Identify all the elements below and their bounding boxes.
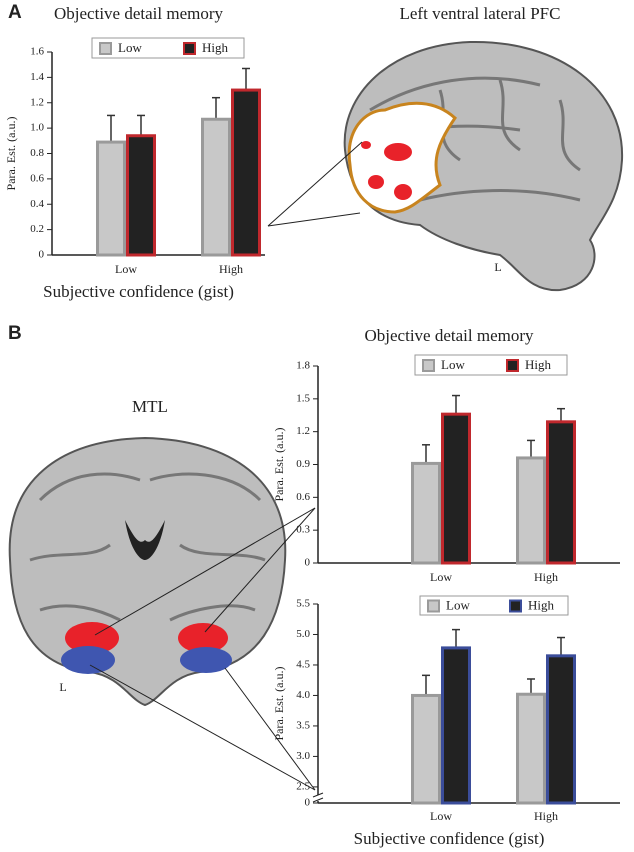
y-tick-label: 0.6 (30, 172, 44, 184)
panel-label: A (8, 2, 22, 23)
legend-label: Low (118, 40, 142, 55)
legend-box (414, 354, 568, 376)
legend-label: High (202, 40, 229, 55)
y-tick-label: 1.2 (296, 425, 310, 437)
hemisphere-label: L (59, 680, 66, 694)
legend-box (419, 595, 569, 616)
y-tick-label: 0.3 (296, 524, 310, 536)
bar (231, 88, 261, 257)
y-tick-label: 0 (39, 249, 45, 261)
x-tick-label: Low (430, 809, 452, 823)
legend-swatch (99, 42, 112, 55)
chart-title: Objective detail memory (365, 326, 534, 345)
y-tick-label: 1.2 (30, 96, 44, 108)
y-tick-label: 3.0 (296, 750, 310, 762)
x-tick-label: Low (430, 570, 452, 584)
bar (126, 134, 156, 257)
x-axis-label: Subjective confidence (gist) (354, 829, 545, 848)
bar (411, 461, 441, 565)
legend-label: High (528, 597, 555, 612)
y-tick-label: 0 (305, 797, 311, 809)
x-axis-label: Subjective confidence (gist) (43, 282, 234, 301)
y-tick-label: 5.5 (296, 598, 310, 610)
x-tick-label: Low (115, 262, 137, 276)
image-title: MTL (132, 397, 168, 416)
legend-swatch (427, 599, 440, 613)
legend-swatch (422, 359, 435, 372)
bar (441, 646, 471, 805)
legend-swatch (183, 42, 196, 55)
bar (201, 117, 231, 257)
bar (441, 412, 471, 565)
y-tick-label: 0.8 (30, 147, 44, 159)
chart-title: Objective detail memory (54, 4, 223, 23)
x-tick-label: High (534, 570, 558, 584)
y-tick-label: 1.5 (296, 392, 310, 404)
y-tick-label: 2.5 (296, 780, 310, 792)
y-tick-label: 0.2 (30, 223, 44, 235)
bar (546, 654, 576, 805)
legend-label: Low (446, 597, 470, 612)
bar (411, 693, 441, 805)
legend-box (91, 37, 245, 59)
y-tick-label: 1.8 (296, 360, 310, 372)
y-tick-label: 4.0 (296, 689, 310, 701)
bar (516, 692, 546, 805)
legend-label: High (525, 357, 552, 372)
hemisphere-label: L (494, 260, 501, 274)
y-tick-label: 1.6 (30, 46, 44, 58)
y-tick-label: 1.4 (30, 71, 44, 83)
y-tick-label: 1.0 (30, 122, 44, 134)
y-tick-label: 0.4 (30, 198, 44, 210)
bar (96, 140, 126, 257)
x-tick-label: High (534, 809, 558, 823)
axis-break-gap (314, 795, 322, 801)
legend-swatch (506, 359, 519, 372)
axis-break (312, 792, 324, 798)
y-tick-label: 5.0 (296, 628, 310, 640)
y-tick-label: 0.9 (296, 458, 310, 470)
bar (546, 420, 576, 565)
legend-label: Low (441, 357, 465, 372)
y-tick-label: 0.6 (296, 491, 310, 503)
legend-swatch (509, 599, 522, 613)
image-title: Left ventral lateral PFC (400, 4, 561, 23)
panel-label: B (8, 323, 22, 344)
y-axis-label: Para. Est. (a.u.) (4, 117, 18, 191)
bar (516, 456, 546, 565)
y-tick-label: 0 (305, 557, 311, 569)
y-axis-label: Para. Est. (a.u.) (272, 428, 286, 502)
y-tick-label: 3.5 (296, 719, 310, 731)
axis-break (312, 797, 324, 803)
brain-coronal (8, 436, 316, 791)
brain-sagittal (267, 40, 624, 292)
y-axis-label: Para. Est. (a.u.) (272, 667, 286, 741)
x-tick-label: High (219, 262, 243, 276)
y-tick-label: 4.5 (296, 658, 310, 670)
